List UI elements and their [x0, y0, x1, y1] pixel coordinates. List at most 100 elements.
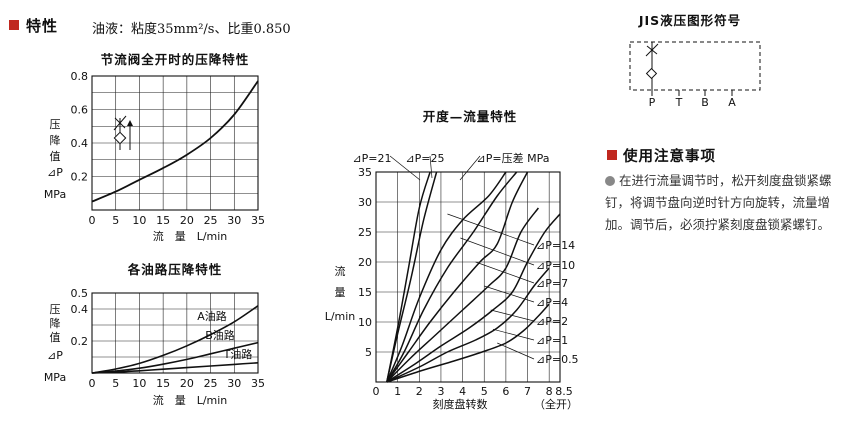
y-axis-label: 压	[50, 303, 61, 316]
x-tick-label: 35	[251, 214, 265, 227]
x-tick-label: 5	[481, 385, 488, 398]
leader-line	[460, 237, 535, 266]
leader-line	[475, 261, 535, 284]
chart-title-port-drop: 各油路压降特性	[127, 262, 223, 277]
leader-line	[490, 309, 535, 322]
leader-line	[429, 155, 433, 179]
series-label-right: ⊿P=0.5	[536, 353, 579, 366]
section-marker	[9, 20, 19, 30]
y-tick-label: 25	[358, 226, 372, 239]
series-line-4	[386, 171, 529, 383]
series-line-6	[386, 213, 561, 383]
x-tick-label: 15	[156, 214, 170, 227]
y-tick-label: 0.6	[71, 104, 89, 117]
port-label: P	[649, 96, 656, 109]
y-axis-label: ⊿P	[47, 166, 63, 179]
y-axis-label: 压	[50, 118, 61, 131]
x-tick-label: 7	[524, 385, 531, 398]
y-axis-label: 值	[50, 331, 61, 344]
series-line-2	[386, 171, 507, 383]
x-tick-label: 5	[112, 377, 119, 390]
plot-frame	[91, 292, 259, 374]
series-label-top: ⊿P=21	[352, 152, 391, 165]
valve-body	[629, 41, 761, 91]
y-tick-label: 0.4	[71, 303, 89, 316]
series-label-top: ⊿P=25	[405, 152, 444, 165]
series-line-5	[386, 207, 540, 383]
y-tick-label: 30	[358, 196, 372, 209]
jis-symbol-title: JIS液压图形符号	[638, 13, 742, 28]
x-tick-label: 5	[112, 214, 119, 227]
series-line	[91, 80, 259, 203]
x-tick-label: 3	[437, 385, 444, 398]
precautions-text: 在进行流量调节时，松开刻度盘锁紧螺钉，将调节盘向逆时针方向旋转，流量增加。调节后…	[605, 173, 832, 232]
x-tick-label: 8.5	[555, 385, 573, 398]
x-axis-label-extra: （全开）	[534, 397, 578, 411]
y-tick-label: 0.4	[71, 137, 89, 150]
x-tick-label: 6	[502, 385, 509, 398]
pilot-outline	[629, 41, 761, 91]
precautions-heading: 使用注意事项	[623, 149, 716, 165]
leader-line	[459, 155, 481, 181]
y-tick-label: 10	[358, 316, 372, 329]
precautions-text-block: 在进行流量调节时，松开刻度盘锁紧螺钉，将调节盘向逆时针方向旋转，流量增加。调节后…	[605, 170, 835, 236]
leader-line	[484, 285, 535, 303]
x-tick-label: 30	[227, 214, 241, 227]
plot-frame	[375, 171, 561, 383]
chart-full-open-pressure-drop: 0 5 10 15 20 25 30 35 0.2 0.4 0.6 0.8 压降值 ⊿P MPa 流 量 L/…	[44, 70, 265, 243]
leader-line	[447, 213, 535, 246]
x-tick-label: 10	[132, 377, 146, 390]
x-tick-label: 20	[180, 377, 194, 390]
leader-line	[389, 155, 421, 181]
x-tick-label: 20	[180, 214, 194, 227]
x-tick-label: 8	[546, 385, 553, 398]
series-line-0	[386, 171, 431, 383]
series-line-7	[386, 267, 550, 383]
y-axis-label: 量	[335, 286, 346, 299]
y-axis-label: 值	[50, 150, 61, 163]
series-label-right: ⊿P=2	[536, 315, 568, 328]
series-line-8	[386, 303, 550, 383]
y-tick-label: 0.8	[71, 70, 89, 83]
y-tick-label: 20	[358, 256, 372, 269]
chart-port-pressure-drop: 0 5 10 15 20 25 30 35 0.2 0.4 0.5 A油路 B油路 T油路 压降值 ⊿P MPa…	[44, 287, 265, 407]
chart-opening-flow: 0 1 2 3 4 5 6 7 8 8.5 5 10 15 20 25 30 35⊿P=21 ⊿P=25 ⊿P=压差…	[325, 151, 579, 411]
fluid-note: 油液：粘度35mm²/s、比重0.850	[92, 22, 291, 37]
port-label: T	[675, 96, 683, 109]
x-axis-label: 流 量 L/min	[153, 393, 228, 407]
y-axis-label: 流	[335, 264, 346, 278]
y-axis-label: MPa	[44, 188, 66, 201]
y-axis-label: 降	[50, 316, 61, 330]
series-label-right: ⊿P=14	[536, 239, 575, 252]
series-label-right: ⊿P=1	[536, 334, 568, 347]
x-tick-label: 35	[251, 377, 265, 390]
properties-heading: 特性	[26, 17, 59, 35]
plot-frame	[91, 75, 259, 211]
section-marker	[607, 150, 617, 160]
port-label: A	[728, 96, 736, 109]
y-tick-label: 0.2	[71, 171, 89, 184]
port-label: B	[701, 96, 709, 109]
x-tick-label: 30	[227, 377, 241, 390]
bullet-icon	[605, 176, 615, 186]
series-label-right: ⊿P=4	[536, 296, 568, 309]
x-tick-label: 0	[89, 214, 96, 227]
y-tick-label: 35	[358, 166, 372, 179]
y-tick-label: 0.5	[71, 287, 89, 300]
pressure-label: ⊿P=压差 MPa	[477, 151, 550, 165]
check-valve-icon	[645, 67, 658, 80]
leader-line	[497, 342, 535, 360]
x-axis-label: 流 量 L/min	[153, 229, 228, 243]
series-label: A油路	[197, 309, 227, 323]
y-axis-label: L/min	[325, 310, 356, 323]
y-tick-label: 5	[365, 346, 372, 359]
throttle-check-valve-icon	[113, 115, 133, 150]
series-label-right: ⊿P=10	[536, 259, 575, 272]
chart-title-full-open: 节流阀全开时的压降特性	[100, 52, 250, 67]
x-tick-label: 1	[394, 385, 401, 398]
x-tick-label: 15	[156, 377, 170, 390]
x-tick-label: 25	[204, 214, 218, 227]
x-tick-label: 0	[89, 377, 96, 390]
y-axis-label: 降	[50, 133, 61, 147]
